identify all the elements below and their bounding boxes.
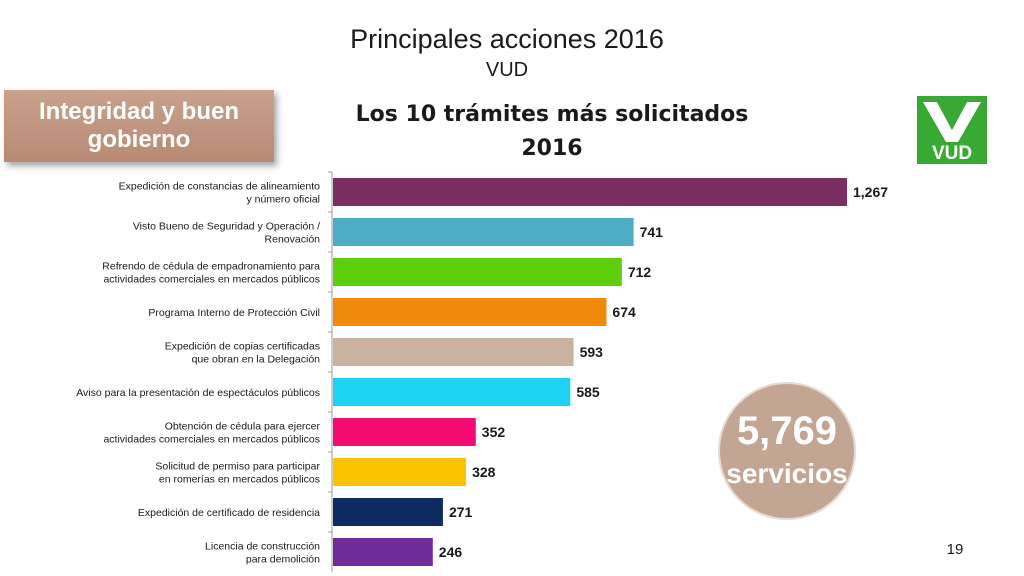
value-label-9: 271 (449, 504, 473, 520)
value-label-1: 1,267 (853, 184, 888, 200)
bar-1 (333, 178, 847, 206)
category-label-9: Expedición de certificado de residencia (138, 507, 320, 519)
page-subtitle: VUD (485, 59, 529, 81)
category-label-6: Aviso para la presentación de espectácul… (76, 387, 320, 399)
section-badge: Integridad y buen gobierno (4, 90, 274, 162)
category-label-10: Licencia de construcción para demolición (205, 541, 320, 566)
category-label-7: Obtención de cédula para ejercer activida… (103, 421, 320, 446)
total-value: 5,769 (736, 409, 838, 453)
bar-6 (333, 378, 571, 406)
bar-7 (333, 418, 476, 446)
value-label-2: 741 (640, 224, 664, 240)
value-label-8: 328 (472, 464, 496, 480)
bar-2 (333, 218, 634, 246)
bar-3 (333, 258, 622, 286)
bar-10 (333, 538, 433, 566)
total-unit: servicios (726, 458, 848, 489)
vud-logo-graphic: VUD (923, 102, 981, 164)
chart-title-line-2: 2016 (521, 136, 583, 161)
vud-logo-icon: VUD (917, 96, 987, 164)
bar-8 (333, 458, 467, 486)
bar-5 (333, 338, 574, 366)
page-title: Principales acciones 2016 (350, 24, 664, 54)
value-label-6: 585 (576, 384, 600, 400)
page-number: 19 (946, 541, 964, 558)
chart-title: Los 10 trámites más solicitados 2016 (330, 98, 774, 166)
value-label-7: 352 (482, 424, 506, 440)
value-label-5: 593 (580, 344, 604, 360)
total-circle: 5,769 servicios (718, 382, 856, 520)
logo-text: VUD (932, 143, 972, 164)
chart-title-line-1: Los 10 trámites más solicitados (355, 102, 749, 127)
section-badge-label: Integridad y buen gobierno (38, 98, 239, 153)
category-label-5: Expedición de copias certificadas que obr… (165, 341, 320, 366)
category-label-2: Visto Bueno de Seguridad y Operación / Re… (133, 221, 320, 246)
value-label-10: 246 (439, 544, 463, 560)
value-label-3: 712 (628, 264, 652, 280)
category-label-8: Solicitud de permiso para participar en r… (155, 461, 320, 486)
category-label-4: Programa Interno de Protección Civil (148, 307, 320, 319)
category-label-1: Expedición de constancias de alineamient… (119, 181, 321, 206)
value-label-4: 674 (612, 304, 636, 320)
bar-4 (333, 298, 607, 326)
bar-9 (333, 498, 443, 526)
category-label-3: Refrendo de cédula de empadronamiento pa… (102, 261, 320, 286)
